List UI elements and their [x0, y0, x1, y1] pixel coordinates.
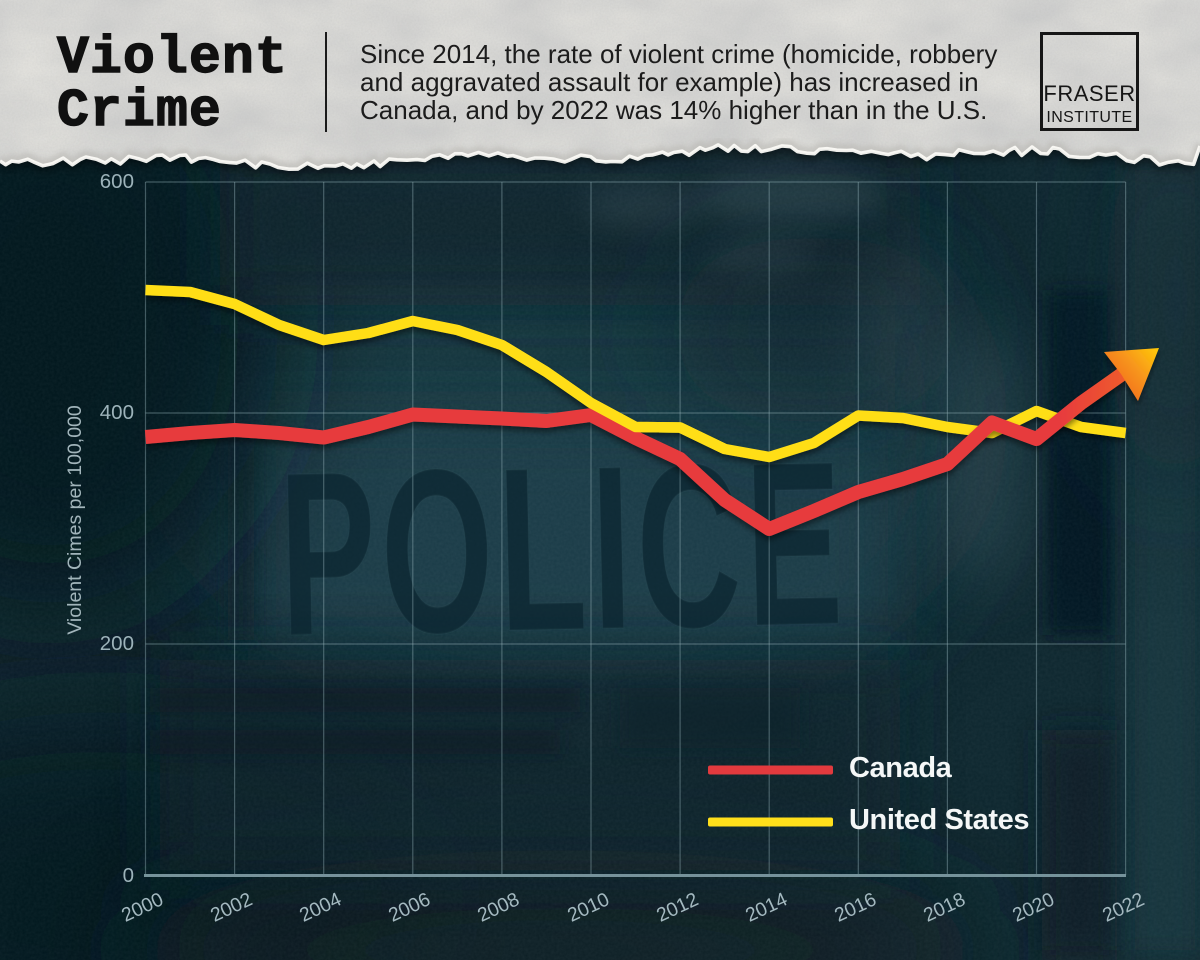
svg-text:600: 600 [100, 170, 134, 193]
svg-text:Violent Cimes per 100,000: Violent Cimes per 100,000 [64, 405, 86, 635]
svg-text:2002: 2002 [207, 888, 256, 926]
svg-text:2006: 2006 [385, 888, 434, 926]
svg-text:200: 200 [100, 632, 134, 655]
svg-text:Canada: Canada [849, 752, 953, 784]
svg-text:2014: 2014 [742, 888, 791, 926]
svg-text:2016: 2016 [831, 888, 880, 926]
svg-text:2020: 2020 [1009, 888, 1058, 926]
svg-text:0: 0 [123, 864, 134, 887]
svg-text:2010: 2010 [564, 888, 613, 926]
svg-text:2004: 2004 [296, 888, 345, 926]
svg-text:2000: 2000 [118, 888, 167, 926]
svg-text:2012: 2012 [653, 888, 702, 926]
svg-text:2008: 2008 [474, 888, 523, 926]
svg-text:2018: 2018 [920, 888, 969, 926]
svg-text:United States: United States [849, 804, 1029, 836]
svg-text:2022: 2022 [1099, 888, 1148, 926]
svg-text:400: 400 [100, 401, 134, 424]
